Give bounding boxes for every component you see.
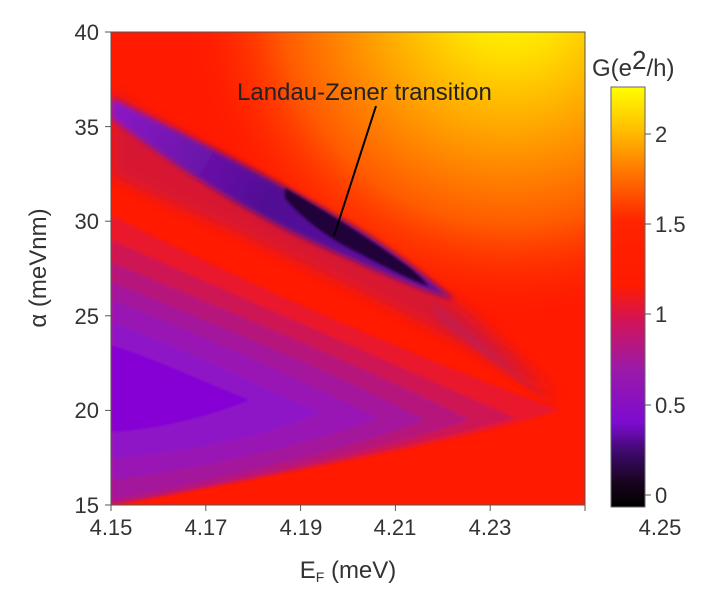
x-tick-label: 4.19 <box>280 515 323 540</box>
y-tick-label: 20 <box>75 398 99 423</box>
x-tick-label: 4.17 <box>185 515 228 540</box>
y-tick-label: 30 <box>75 209 99 234</box>
heatmap-plot-area <box>111 32 585 505</box>
x-axis-label-subscript: F <box>316 569 325 585</box>
colorbar-label: G(e2/h) <box>592 45 675 82</box>
x-tick-label: 4.21 <box>374 515 417 540</box>
x-axis: 4.15 4.17 4.19 4.21 4.23 4.25 EF (meV) <box>90 505 682 585</box>
y-tick-label: 40 <box>75 20 99 45</box>
colorbar-tick-label: 1 <box>655 302 667 327</box>
colorbar-tick-label: 2 <box>655 122 667 147</box>
annotation-pointer <box>333 105 377 237</box>
crossing-tail <box>430 300 555 405</box>
x-axis-label: EF (meV) <box>300 557 397 585</box>
y-tick-label: 25 <box>75 304 99 329</box>
colorbar-label-suffix: /h) <box>646 55 674 82</box>
landau-zener-core <box>285 188 428 286</box>
y-axis-label: α (meVnm) <box>25 208 52 327</box>
colorbar-gradient <box>610 86 646 508</box>
x-tick-label: 4.15 <box>90 515 133 540</box>
colorbar: G(e2/h) 0 0.5 1 1.5 2 <box>592 45 686 508</box>
plot-frame <box>110 31 586 506</box>
y-tick-label: 15 <box>75 493 99 518</box>
y-tick-label: 35 <box>75 115 99 140</box>
x-tick-label: 4.25 <box>639 515 682 540</box>
y-axis: 15 20 25 30 35 40 α (meVnm) <box>25 20 111 518</box>
x-axis-label-units: (meV) <box>324 557 396 584</box>
colorbar-tick-label: 0 <box>655 483 667 508</box>
basin-core <box>111 345 250 432</box>
heatmap-basin <box>111 215 560 505</box>
x-axis-label-main: E <box>300 557 316 584</box>
annotation-label: Landau-Zener transition <box>237 79 492 106</box>
colorbar-tick-label: 1.5 <box>655 212 686 237</box>
colorbar-label-superscript: 2 <box>632 45 646 75</box>
colorbar-label-prefix: G(e <box>592 55 632 82</box>
x-tick-label: 4.23 <box>469 515 512 540</box>
colorbar-tick-label: 0.5 <box>655 393 686 418</box>
